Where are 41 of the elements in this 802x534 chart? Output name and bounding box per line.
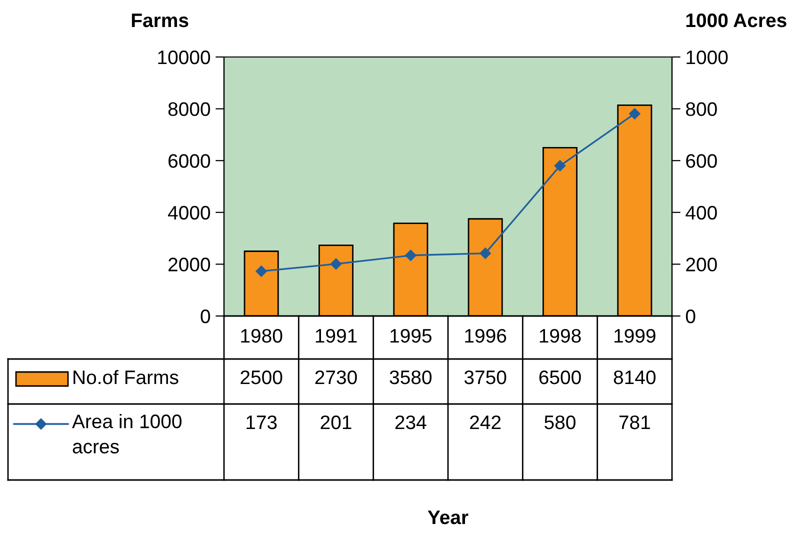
- y2-tick-label: 1000: [686, 50, 728, 64]
- y-tick-label: 4000: [168, 206, 210, 220]
- data-label: 242: [470, 415, 501, 430]
- point: [330, 258, 342, 270]
- y-axis-title: Farms: [132, 14, 188, 28]
- x-tick-label: 1991: [316, 328, 357, 343]
- x-tick-label: 1980: [241, 328, 282, 343]
- legend-label: No.of Farms: [74, 370, 178, 384]
- data-label: 8140: [614, 370, 656, 384]
- data-label: 580: [544, 415, 576, 430]
- data-label: 234: [395, 415, 426, 430]
- y2-tick-label: 400: [686, 206, 717, 220]
- x-tick-label: 1998: [540, 328, 581, 343]
- y2-tick-label: 0: [686, 309, 696, 324]
- legend-label: Area in 1000 acres: [72, 414, 182, 454]
- data-label: 201: [320, 415, 352, 430]
- y2-tick-label: 600: [686, 154, 717, 168]
- point: [480, 248, 491, 259]
- x-tick-label: 1995: [390, 328, 432, 343]
- point: [405, 250, 416, 261]
- data-label: 3580: [390, 370, 432, 384]
- data-label: 173: [246, 415, 277, 430]
- y2-axis-title: 1000 Acres: [686, 13, 786, 28]
- x-tick-label: 1999: [614, 328, 656, 343]
- y-tick-label: 10000: [158, 50, 210, 64]
- data-label: 6500: [539, 370, 581, 384]
- point: [256, 266, 267, 277]
- data-label: 3750: [464, 370, 506, 384]
- y2-tick-label: 800: [686, 102, 717, 116]
- y2-tick-label: 200: [686, 258, 717, 272]
- x-tick-label: 1996: [465, 328, 506, 343]
- data-label: 781: [619, 415, 650, 430]
- y-tick-label: 6000: [168, 154, 210, 168]
- data-label: 2500: [240, 370, 282, 384]
- text: Year: [428, 510, 468, 524]
- y-tick-label: 0: [200, 309, 210, 324]
- y-tick-label: 8000: [168, 102, 210, 116]
- point: [629, 108, 640, 120]
- point: [554, 160, 566, 172]
- y-tick-label: 2000: [168, 258, 210, 272]
- data-label: 2730: [315, 370, 357, 384]
